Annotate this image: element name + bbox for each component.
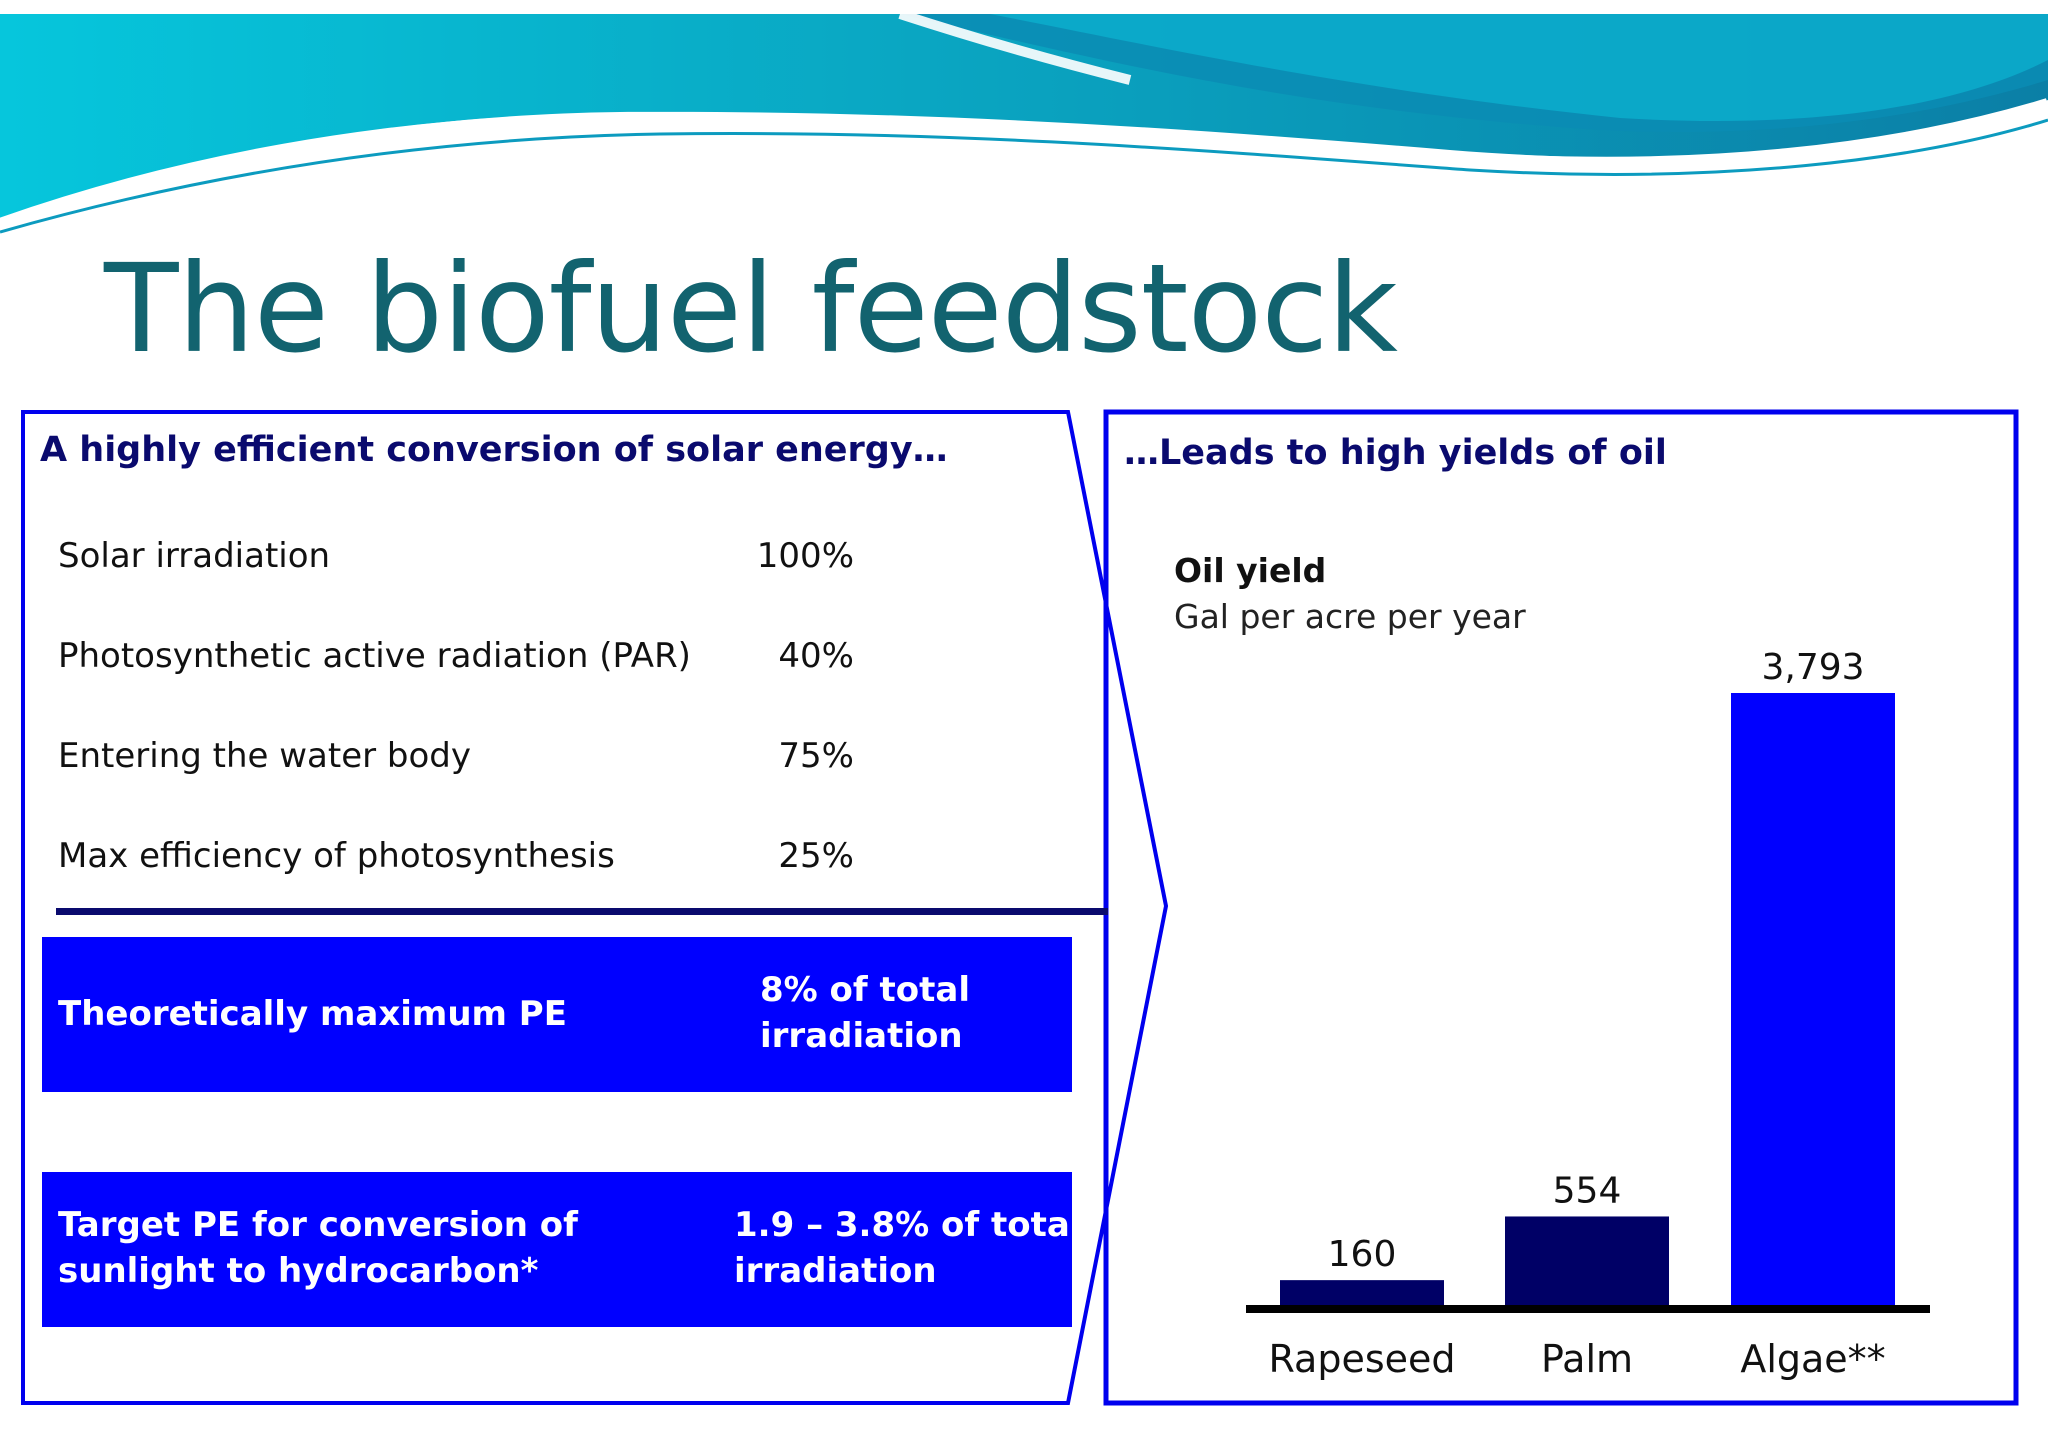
row-value-par: 40% — [778, 636, 854, 676]
row-label-solar: Solar irradiation — [58, 536, 331, 576]
chart-title: Oil yield — [1174, 551, 1327, 590]
category-label: Algae** — [1740, 1337, 1885, 1381]
bar-value-label: 554 — [1553, 1170, 1622, 1211]
row-value-solar: 100% — [756, 536, 854, 576]
bar-rapeseed — [1280, 1280, 1444, 1306]
theoretical-max-label: Theoretically maximum PE — [58, 994, 567, 1034]
theoretical-max-value-line2: irradiation — [760, 1016, 963, 1056]
theoretical-max-box: Theoretically maximum PE 8% of total irr… — [42, 937, 1072, 1092]
category-label: Rapeseed — [1268, 1337, 1455, 1381]
category-label: Palm — [1541, 1337, 1633, 1381]
chart-subtitle: Gal per acre per year — [1174, 597, 1526, 636]
target-pe-value-line1: 1.9 – 3.8% of total — [734, 1205, 1082, 1245]
bar-value-label: 3,793 — [1761, 647, 1864, 688]
section-divider — [56, 908, 1108, 915]
right-panel-heading: …Leads to high yields of oil — [1124, 433, 1667, 473]
page-title: The biofuel feedstock — [104, 238, 1398, 380]
target-pe-label-line1: Target PE for conversion of — [58, 1205, 578, 1245]
header-wave-banner — [0, 9, 2048, 234]
row-value-water: 75% — [778, 736, 854, 776]
target-pe-label-line2: sunlight to hydrocarbon* — [58, 1251, 539, 1291]
row-label-photosynthesis: Max efficiency of photosynthesis — [58, 836, 615, 876]
bar-palm — [1505, 1216, 1669, 1306]
target-pe-box: Target PE for conversion of sunlight to … — [42, 1172, 1082, 1327]
bar-value-label: 160 — [1328, 1234, 1397, 1275]
theoretical-max-value-line1: 8% of total — [760, 970, 971, 1010]
bar-algae — [1731, 693, 1895, 1306]
left-panel-heading: A highly efficient conversion of solar e… — [40, 430, 948, 470]
row-label-par: Photosynthetic active radiation (PAR) — [58, 636, 691, 676]
row-value-photosynthesis: 25% — [778, 836, 854, 876]
target-pe-value-line2: irradiation — [734, 1251, 937, 1291]
row-label-water: Entering the water body — [58, 736, 472, 776]
